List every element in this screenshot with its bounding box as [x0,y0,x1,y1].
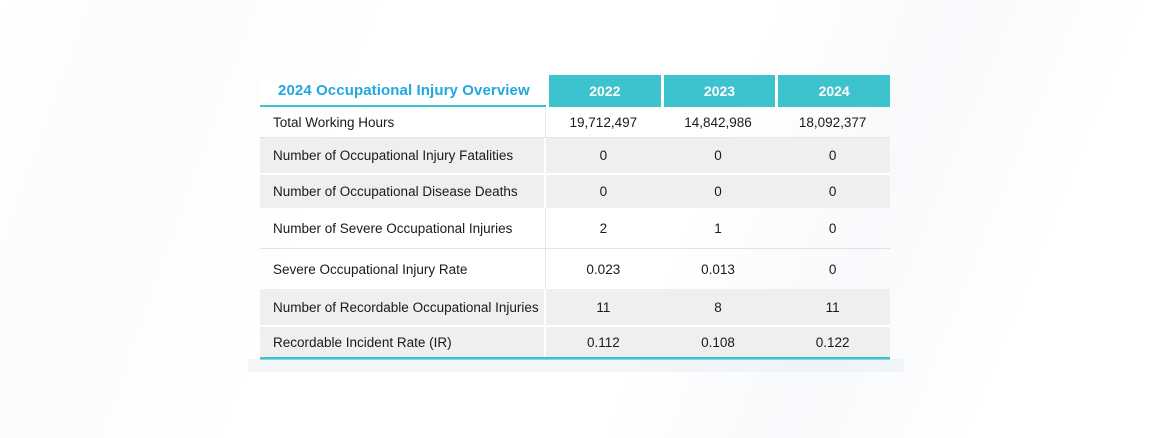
cell-value: 14,842,986 [684,114,752,130]
column-header-2023: 2023 [663,75,776,107]
cell-value: 0.023 [586,261,621,277]
cell-value: 1 [714,220,722,236]
cell-value: 0.112 [586,334,620,350]
table-header-row: 2024 Occupational Injury Overview 2022 2… [260,75,890,107]
cell-value: 19,712,497 [569,114,638,130]
cell-value: 0 [714,184,722,199]
cell-value: 0 [828,220,837,236]
table-row: Total Working Hours 19,712,497 14,842,98… [260,107,890,138]
injury-overview-table: 2024 Occupational Injury Overview 2022 2… [260,75,890,360]
row-label: Recordable Incident Rate (IR) [260,327,546,357]
cell-value: 0 [828,148,837,163]
cell-value: 0.108 [701,334,735,350]
column-header-2022: 2022 [549,75,661,107]
cell-value: 11 [825,299,840,315]
cell-value: 2 [599,220,608,236]
cell-value: 0.013 [701,261,735,277]
table-row: Number of Occupational Injury Fatalities… [260,138,890,175]
cell-value: 8 [714,299,722,315]
cell-value: 0 [828,184,837,199]
table-shadow-band [248,359,904,372]
row-label: Number of Occupational Injury Fatalities [260,138,546,173]
row-label: Total Working Hours [260,107,546,137]
table-row: Number of Occupational Disease Deaths 0 … [260,175,890,208]
cell-value: 0 [599,184,608,199]
table-row: Number of Recordable Occupational Injuri… [260,289,890,327]
row-label: Number of Severe Occupational Injuries [260,208,546,248]
table-row: Recordable Incident Rate (IR) 0.112 0.10… [260,327,890,357]
row-label: Number of Occupational Disease Deaths [260,175,546,208]
table-row: Number of Severe Occupational Injuries 2… [260,208,890,249]
cell-value: 0 [714,148,722,163]
cell-value: 18,092,377 [798,114,867,130]
cell-value: 0 [599,148,608,163]
row-label: Number of Recordable Occupational Injuri… [260,289,546,325]
table-title: 2024 Occupational Injury Overview [260,75,546,107]
cell-value: 11 [596,299,611,315]
cell-value: 0 [828,261,837,277]
row-label: Severe Occupational Injury Rate [260,249,546,289]
column-header-2024: 2024 [778,75,890,107]
table-row: Severe Occupational Injury Rate 0.023 0.… [260,249,890,289]
cell-value: 0.122 [815,334,850,350]
